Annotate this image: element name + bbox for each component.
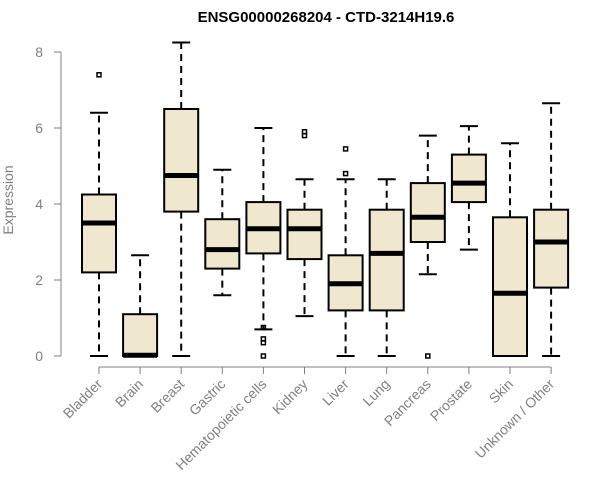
y-tick-label: 8: [35, 44, 43, 60]
x-tick-label: Bladder: [60, 376, 106, 422]
y-tick-label: 0: [35, 348, 43, 364]
x-tick-label: Skin: [486, 376, 517, 407]
box-lung: [368, 178, 405, 357]
outlier-point: [342, 146, 349, 152]
box-hematopoietic-cells: [245, 127, 282, 359]
boxes-group: [81, 41, 570, 359]
box-liver: [327, 146, 364, 357]
outlier-point: [260, 353, 267, 359]
y-axis: 0 2 4 6 8: [35, 44, 62, 364]
x-tick-label: Lung: [359, 376, 392, 409]
iqr-box: [450, 153, 487, 204]
outlier-point: [425, 353, 431, 359]
x-tick-label: Liver: [319, 376, 352, 409]
x-tick-label: Prostate: [427, 376, 475, 424]
outlier-point: [96, 72, 102, 78]
iqr-box: [163, 108, 200, 213]
iqr-box: [533, 208, 570, 289]
outlier-point: [342, 170, 349, 177]
y-tick-label: 4: [35, 196, 43, 212]
box-gastric: [204, 168, 241, 297]
outlier-point: [301, 129, 308, 135]
box-prostate: [450, 125, 487, 251]
chart-title: ENSG00000268204 - CTD-3214H19.6: [198, 9, 455, 26]
outlier-point: [260, 336, 267, 342]
iqr-box: [492, 216, 528, 357]
box-unknown-other: [533, 102, 570, 357]
iqr-box: [368, 208, 405, 312]
iqr-box: [286, 208, 323, 261]
iqr-box: [81, 193, 117, 274]
box-bladder: [81, 72, 117, 357]
iqr-box: [409, 182, 446, 244]
outlier-point: [260, 324, 267, 331]
iqr-box: [122, 313, 159, 358]
box-brain: [122, 254, 159, 358]
x-tick-label: Kidney: [269, 376, 311, 418]
box-skin: [492, 142, 528, 357]
y-tick-label: 2: [35, 272, 43, 288]
y-tick-label: 6: [35, 120, 43, 136]
x-tick-label: Brain: [112, 376, 146, 410]
x-tick-label: Breast: [147, 376, 187, 416]
iqr-box: [204, 218, 241, 270]
box-breast: [163, 41, 200, 357]
y-axis-label: Expression: [0, 165, 16, 234]
box-pancreas: [409, 134, 446, 359]
box-kidney: [286, 129, 323, 318]
